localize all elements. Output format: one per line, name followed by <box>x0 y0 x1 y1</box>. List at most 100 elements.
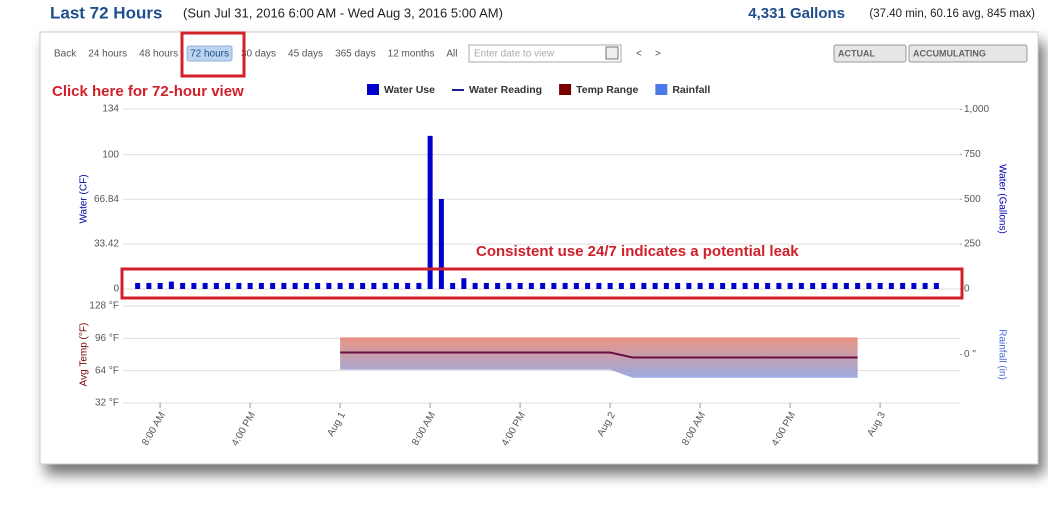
range-button[interactable]: 48 hours <box>139 49 178 60</box>
bar <box>202 282 208 289</box>
accumulating-button[interactable] <box>908 44 1028 63</box>
bar <box>866 282 872 289</box>
y-tick-label: 100 <box>102 149 119 160</box>
bar <box>663 282 669 289</box>
toolbar: Back 24 hours 48 hours 72 hours 30 days 45 da… <box>54 45 457 62</box>
bar <box>922 282 928 289</box>
accumulating-label: ACCUMULATING <box>913 48 986 58</box>
bar <box>247 282 253 289</box>
highlight-box <box>120 267 964 300</box>
bar <box>326 282 332 289</box>
total-gallons: 4,331 Gallons <box>748 5 845 22</box>
y-axis-title: Water (CF) <box>79 174 90 223</box>
bar <box>607 282 613 289</box>
range-button[interactable]: All <box>446 49 457 60</box>
legend-label[interactable]: Water Use <box>384 84 435 96</box>
bar <box>742 282 748 289</box>
bar <box>652 282 658 289</box>
range-button[interactable]: 72 hours <box>190 49 229 60</box>
y2-tick-label: 1,000 <box>964 104 989 115</box>
actual-label: ACTUAL <box>838 48 875 58</box>
bar <box>787 282 793 289</box>
bar <box>596 282 602 289</box>
bar <box>765 282 771 289</box>
bar <box>630 282 636 289</box>
bar <box>720 282 726 289</box>
y-tick-label: 33.42 <box>94 239 119 250</box>
bar <box>686 282 692 289</box>
bar <box>450 282 456 289</box>
bar <box>303 282 309 289</box>
next-button[interactable]: > <box>655 49 661 60</box>
plots: 0 33.42 66.84 100 134 0 250 500 750 1,000 Water (C… <box>79 104 1008 448</box>
y-tick-label: 0 <box>113 284 119 295</box>
bar <box>495 282 501 289</box>
bar <box>641 282 647 289</box>
bar <box>360 282 366 289</box>
bar <box>270 282 276 289</box>
highlight-box <box>180 31 246 78</box>
bar <box>540 282 546 289</box>
date-placeholder: Enter date to view <box>474 49 555 60</box>
range-button[interactable]: 12 months <box>388 49 435 60</box>
bar <box>573 282 579 289</box>
bar <box>506 282 512 289</box>
bar <box>371 282 377 289</box>
bar <box>292 282 298 289</box>
range-button[interactable]: 365 days <box>335 49 376 60</box>
range-button[interactable]: Back <box>54 49 77 60</box>
bar <box>348 282 354 289</box>
panel <box>39 31 1039 465</box>
legend-label[interactable]: Water Reading <box>469 84 542 96</box>
page-title: Last 72 Hours <box>50 3 162 22</box>
range-button-bg <box>186 45 233 62</box>
legend-marker <box>655 84 668 95</box>
bar <box>225 282 231 289</box>
calendar-icon[interactable] <box>605 46 619 60</box>
bar <box>911 282 917 289</box>
bar <box>258 282 264 289</box>
bar <box>472 282 478 289</box>
legend-label[interactable]: Temp Range <box>576 84 638 96</box>
y-tick-label: 64 °F <box>95 365 119 376</box>
y-tick-label: 32 °F <box>95 398 119 409</box>
bar <box>213 282 219 289</box>
date-input[interactable] <box>468 44 622 63</box>
range-button[interactable]: 45 days <box>288 49 323 60</box>
bar <box>393 282 399 289</box>
y-tick-label: 66.84 <box>94 194 119 205</box>
bar <box>528 282 534 289</box>
legend: Water Use Water Reading Temp Range Rainfall <box>367 84 710 96</box>
bar <box>281 282 287 289</box>
prev-button[interactable]: < <box>636 49 642 60</box>
annotation: Consistent use 24/7 indicates a potentia… <box>476 243 799 260</box>
legend-marker <box>367 84 379 95</box>
legend-label[interactable]: Rainfall <box>672 84 710 96</box>
y-tick-label: 128 °F <box>89 301 119 312</box>
bar <box>146 282 152 289</box>
bar <box>168 281 174 289</box>
bar <box>697 282 703 289</box>
bar <box>821 282 827 289</box>
bar <box>438 199 444 289</box>
bar <box>427 135 433 289</box>
y2-tick-label: 500 <box>964 194 981 205</box>
bar <box>933 282 939 289</box>
bar <box>832 282 838 289</box>
bar <box>551 282 557 289</box>
annotation: Click here for 72-hour view <box>52 83 244 100</box>
bar <box>708 282 714 289</box>
y2-axis-title: Water (Gallons) <box>996 164 1007 234</box>
y2-axis-title: Rainfall (in) <box>996 329 1007 380</box>
bar <box>135 282 141 289</box>
bar <box>877 282 883 289</box>
range-button[interactable]: 24 hours <box>88 49 127 60</box>
bar <box>776 282 782 289</box>
bar <box>731 282 737 289</box>
range-button[interactable]: 30 days <box>241 49 276 60</box>
bar <box>461 278 467 289</box>
actual-button[interactable] <box>833 44 907 63</box>
bar <box>337 282 343 289</box>
bar <box>900 282 906 289</box>
